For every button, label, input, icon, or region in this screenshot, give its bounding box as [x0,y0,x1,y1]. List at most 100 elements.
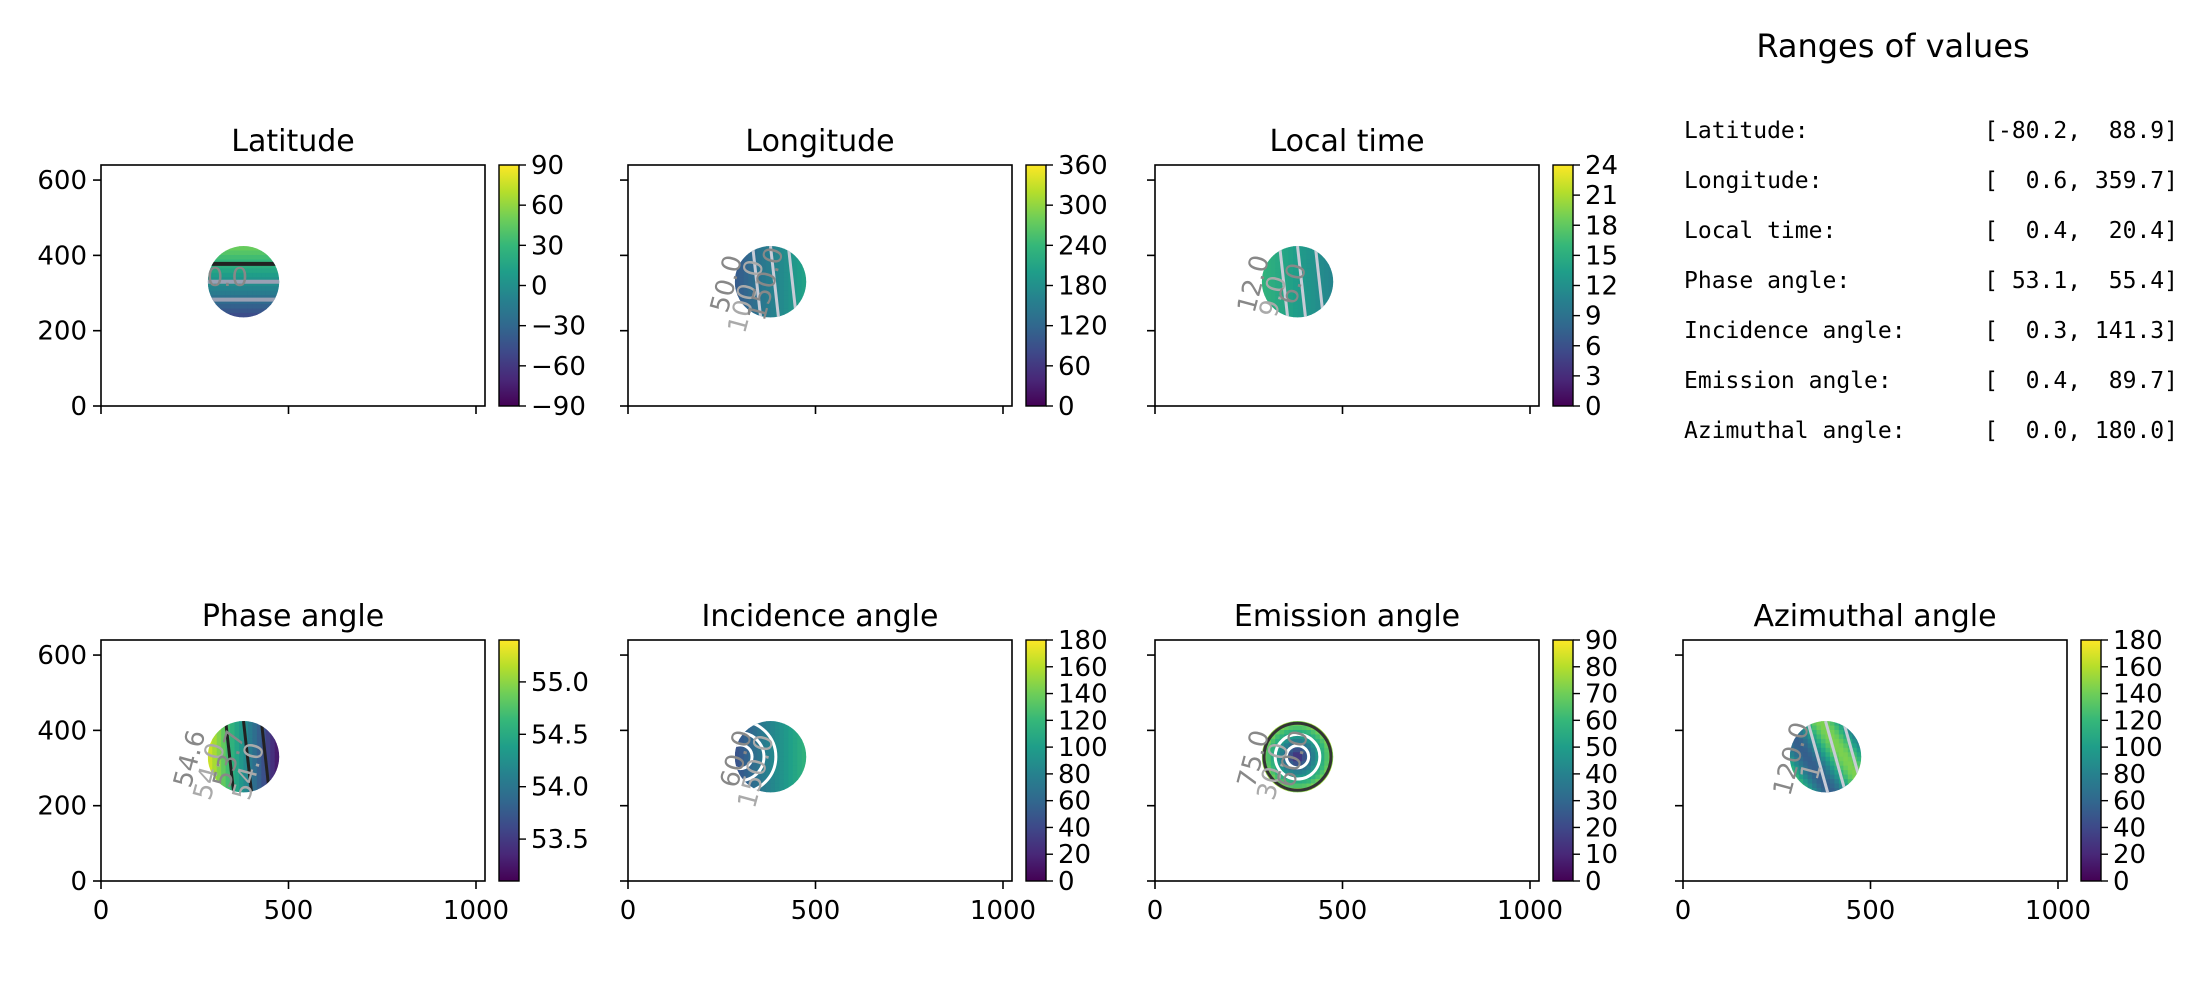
panel-title: Azimuthal angle [1753,599,1996,634]
colorbar-tick-label: 54.0 [531,773,589,803]
colorbar-tick-label: 140 [2113,680,2163,710]
range-value: [ 0.4, 20.4] [1984,218,2178,244]
range-label: Emission angle: [1684,368,1892,394]
y-tick-label: 200 [37,317,87,347]
colorbar-tick-label: 20 [2113,840,2146,870]
axes-frame [627,164,1013,407]
colorbar-tick-label: 50 [1585,733,1618,763]
colorbar-tick-label: 240 [1058,231,1108,261]
range-label: Phase angle: [1684,268,1850,294]
ranges-of-values-box: Ranges of values Latitude: [-80.2, 88.9]L… [1684,27,2178,444]
range-row: Local time: [ 0.4, 20.4] [1684,218,2178,244]
colorbar-tick-label: 53.5 [531,825,589,855]
panel-title: Longitude [745,124,894,159]
colorbar-tick-label: −60 [531,352,586,382]
y-tick-label: 0 [70,392,87,422]
colorbar-tick-label: 54.5 [531,720,589,750]
range-value: [ 53.1, 55.4] [1984,268,2178,294]
colorbar-tick-label: 9 [1585,302,1602,332]
range-label: Latitude: [1684,118,1809,144]
range-row: Latitude: [-80.2, 88.9] [1684,118,2178,144]
x-tick-label: 0 [1675,896,1692,926]
colorbar-tick-label: 10 [1585,840,1618,870]
colorbar-tick-label: 120 [2113,706,2163,736]
y-tick-label: 400 [37,716,87,746]
x-tick-label: 1000 [1497,896,1563,926]
x-tick-label: 500 [1846,896,1896,926]
colorbar-tick-label: 40 [1585,760,1618,790]
colorbar-tick-label: 160 [2113,653,2163,683]
colorbar-tick-label: 180 [1058,272,1108,302]
range-value: [ 0.6, 359.7] [1984,168,2178,194]
range-value: [-80.2, 88.9] [1984,118,2178,144]
colorbar-tick-label: 30 [531,231,564,261]
colorbar-tick-label: 0 [1058,392,1075,422]
x-tick-label: 500 [791,896,841,926]
x-tick-label: 1000 [443,896,509,926]
colorbar-tick-label: 55.0 [531,668,589,698]
axes-frame [627,639,1013,882]
x-tick-label: 0 [93,896,110,926]
x-tick-label: 1000 [2025,896,2091,926]
colorbar-tick-label: 80 [1585,653,1618,683]
colorbar-tick-label: 70 [1585,680,1618,710]
y-tick-label: 400 [37,241,87,271]
x-tick-label: 500 [1318,896,1368,926]
axes-frame [1154,639,1540,882]
colorbar-tick-label: 300 [1058,191,1108,221]
colorbar-tick-label: 80 [1058,760,1091,790]
panel-title: Local time [1269,124,1424,159]
colorbar-tick-label: 140 [1058,680,1108,710]
contour-label: 1 [1795,760,1828,784]
colorbar-tick-label: 360 [1058,151,1108,181]
x-tick-label: 0 [1147,896,1164,926]
colorbar-tick-label: 180 [1058,626,1108,656]
colorbar-tick-label: 18 [1585,211,1618,241]
range-row: Emission angle: [ 0.4, 89.7] [1684,368,2178,394]
y-tick-label: 600 [37,641,87,671]
x-tick-label: 500 [264,896,314,926]
colorbar: −90 −60 −30 0 30 60 90 [498,151,586,422]
colorbar-tick-label: 0 [1585,392,1602,422]
panel-title: Phase angle [202,599,384,634]
range-row: Phase angle: [ 53.1, 55.4] [1684,268,2178,294]
range-label: Incidence angle: [1684,318,1906,344]
colorbar-tick-label: 24 [1585,151,1618,181]
colorbar-tick-label: 20 [1585,813,1618,843]
colorbar-tick-label: 30 [1585,787,1618,817]
colorbar-tick-label: 180 [2113,626,2163,656]
panel-latitude: Latitude 0.0 0 200 400 600 −90 −60 −30 0 30 60 90 [37,124,586,422]
range-value: [ 0.0, 180.0] [1984,418,2178,444]
colorbar-tick-label: 90 [531,151,564,181]
colorbar-tick-label: 90 [1585,626,1618,656]
colorbar-tick-label: 60 [531,191,564,221]
colorbar: 53.5 54.0 54.5 55.0 [498,639,589,882]
colorbar-tick-label: 60 [1058,352,1091,382]
axes-frame [1682,639,2068,882]
colorbar-tick-label: 40 [1058,813,1091,843]
axes-frame [100,639,486,882]
colorbar-tick-label: 0 [531,272,548,302]
colorbar-tick-label: 3 [1585,362,1602,392]
y-tick-label: 200 [37,792,87,822]
colorbar: 0 60 120 180 240 300 360 [1025,151,1108,422]
colorbar-tick-label: 21 [1585,181,1618,211]
colorbar-tick-label: 60 [1585,706,1618,736]
colorbar-tick-label: 6 [1585,332,1602,362]
colorbar-tick-label: 0 [2113,867,2130,897]
y-tick-label: 600 [37,166,87,196]
range-row: Azimuthal angle: [ 0.0, 180.0] [1684,418,2178,444]
planet-disc-heatmap [1789,721,1862,793]
colorbar-tick-label: 60 [1058,787,1091,817]
range-value: [ 0.4, 89.7] [1984,368,2178,394]
colorbar-tick-label: 12 [1585,272,1618,302]
range-label: Azimuthal angle: [1684,418,1906,444]
